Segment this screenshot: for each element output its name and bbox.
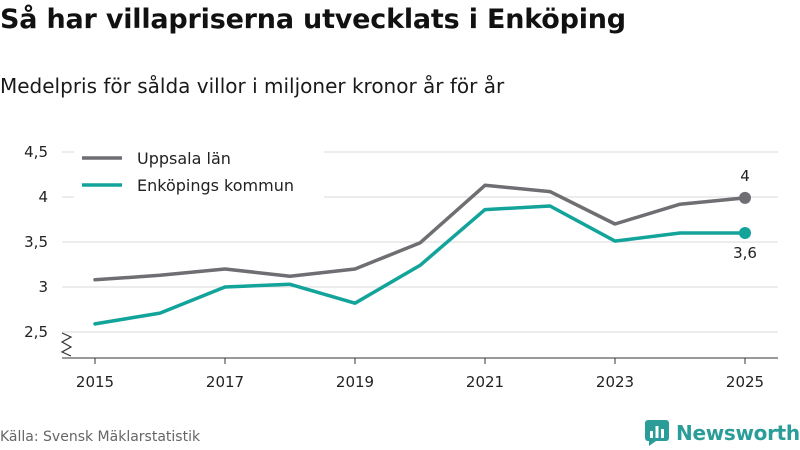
chart-subtitle: Medelpris för sålda villor i miljoner kr… (0, 74, 505, 98)
brand-name: Newsworthy (676, 421, 800, 445)
y-tick-label: 4 (38, 188, 48, 206)
x-tick-label: 2021 (466, 373, 504, 391)
x-tick-label: 2025 (726, 373, 764, 391)
bar-chart-icon (645, 420, 669, 446)
legend-label-uppsala: Uppsala län (137, 149, 231, 168)
axis-break-icon (60, 332, 73, 357)
source-note: Källa: Svensk Mäklarstatistik (0, 429, 201, 445)
end-marker-enkoping (739, 227, 751, 239)
end-marker-uppsala (739, 191, 751, 204)
x-tick-label: 2019 (336, 373, 374, 391)
y-tick-label: 4,5 (24, 143, 48, 161)
brand-logo: Newsworthy (644, 419, 800, 447)
chart-title: Så har villapriserna utvecklats i Enköpi… (0, 4, 626, 35)
x-tick-label: 2023 (596, 373, 634, 391)
series-line-enkoping (93, 204, 747, 326)
end-label-uppsala: 4 (740, 167, 750, 185)
legend-label-enkoping: Enköpings kommun (137, 176, 294, 195)
y-tick-label: 3 (38, 278, 48, 296)
y-tick-label: 2,5 (24, 323, 48, 341)
x-tick-label: 2017 (206, 373, 244, 391)
end-label-enkoping: 3,6 (733, 244, 757, 262)
x-tick-label: 2015 (76, 373, 114, 391)
legend-background (74, 141, 324, 203)
y-tick-label: 3,5 (24, 233, 48, 251)
series-line-uppsala (93, 183, 747, 282)
